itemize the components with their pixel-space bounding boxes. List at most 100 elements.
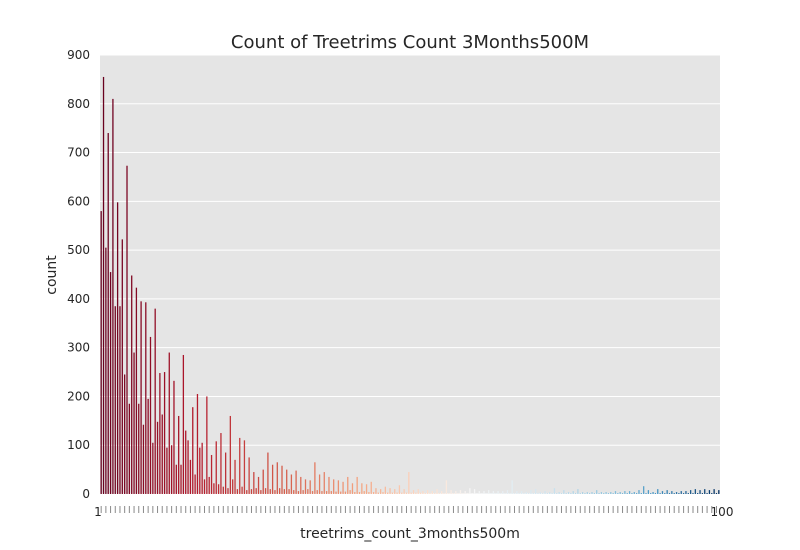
bar bbox=[300, 476, 302, 494]
bar bbox=[152, 442, 154, 494]
bar bbox=[488, 490, 490, 494]
bar bbox=[699, 490, 701, 494]
bar bbox=[382, 492, 384, 494]
bar bbox=[469, 488, 471, 494]
bar bbox=[225, 452, 227, 494]
bar bbox=[243, 440, 246, 494]
bar bbox=[131, 275, 133, 494]
bar bbox=[210, 454, 213, 494]
bar bbox=[600, 492, 603, 494]
bar bbox=[509, 493, 511, 494]
bar bbox=[215, 441, 217, 494]
bar bbox=[361, 483, 363, 494]
bar bbox=[100, 211, 102, 494]
bar bbox=[293, 490, 295, 494]
bar bbox=[196, 394, 199, 494]
bar bbox=[462, 493, 464, 494]
bar bbox=[213, 483, 215, 494]
bar bbox=[438, 493, 440, 494]
bar bbox=[232, 479, 234, 494]
bar bbox=[267, 452, 269, 494]
bar bbox=[128, 403, 130, 494]
bar bbox=[532, 493, 534, 494]
bar bbox=[257, 476, 260, 494]
bar bbox=[584, 493, 586, 494]
bar bbox=[574, 493, 577, 494]
bar bbox=[201, 442, 203, 494]
bar bbox=[643, 486, 645, 494]
bar bbox=[372, 492, 375, 494]
bar bbox=[464, 491, 466, 494]
bar bbox=[102, 76, 105, 494]
bars bbox=[100, 76, 720, 495]
bar bbox=[234, 459, 236, 494]
bar bbox=[342, 481, 344, 494]
bar bbox=[685, 491, 687, 494]
bar bbox=[295, 470, 297, 494]
bar bbox=[391, 492, 394, 494]
bar bbox=[236, 489, 239, 494]
bar bbox=[178, 415, 180, 494]
bar bbox=[356, 476, 358, 494]
y-tick-label: 300 bbox=[67, 341, 90, 355]
bar bbox=[185, 430, 187, 494]
bar bbox=[321, 491, 323, 494]
bar bbox=[499, 493, 502, 494]
bar bbox=[394, 489, 396, 494]
x-tick-first: 1 bbox=[94, 505, 102, 519]
bar bbox=[260, 490, 262, 494]
bar bbox=[523, 493, 525, 494]
bar bbox=[614, 491, 617, 494]
bar bbox=[598, 493, 600, 494]
bar bbox=[208, 476, 210, 494]
bar bbox=[408, 472, 410, 494]
bar bbox=[417, 489, 419, 494]
bar bbox=[302, 490, 304, 494]
bar bbox=[187, 440, 189, 494]
bar bbox=[403, 489, 405, 494]
bar bbox=[579, 493, 581, 494]
bar bbox=[199, 447, 201, 494]
bar bbox=[638, 490, 640, 494]
bar bbox=[621, 493, 624, 494]
y-tick-label: 400 bbox=[67, 292, 90, 306]
bar bbox=[513, 493, 516, 494]
bar bbox=[314, 462, 316, 494]
bar bbox=[276, 462, 278, 494]
bar bbox=[415, 492, 417, 494]
bar bbox=[478, 491, 480, 494]
y-axis-label: count bbox=[44, 255, 60, 295]
bar bbox=[147, 398, 149, 494]
bar bbox=[485, 493, 487, 494]
bar bbox=[354, 492, 356, 494]
bar bbox=[419, 492, 422, 494]
bar bbox=[518, 493, 520, 494]
bar bbox=[565, 493, 567, 494]
bar bbox=[112, 98, 114, 495]
bar bbox=[159, 373, 161, 494]
x-axis-label: treetrims_count_3months500m bbox=[300, 526, 520, 542]
bar bbox=[328, 476, 330, 494]
bar bbox=[286, 469, 288, 494]
bar bbox=[168, 352, 170, 494]
bar bbox=[149, 336, 152, 494]
bar bbox=[405, 492, 408, 494]
bar bbox=[323, 472, 325, 494]
bar bbox=[316, 490, 318, 494]
bar bbox=[581, 492, 584, 494]
bar bbox=[337, 480, 340, 494]
bar bbox=[666, 490, 668, 494]
gridlines bbox=[100, 54, 720, 495]
bar bbox=[539, 492, 541, 494]
bar bbox=[220, 433, 222, 494]
bar bbox=[389, 488, 391, 494]
bar bbox=[358, 492, 361, 494]
bar bbox=[525, 492, 527, 494]
bar bbox=[368, 492, 370, 494]
bar bbox=[572, 491, 574, 494]
bar bbox=[189, 459, 192, 494]
bar bbox=[142, 424, 145, 494]
bar bbox=[504, 493, 506, 494]
bar bbox=[577, 489, 579, 494]
